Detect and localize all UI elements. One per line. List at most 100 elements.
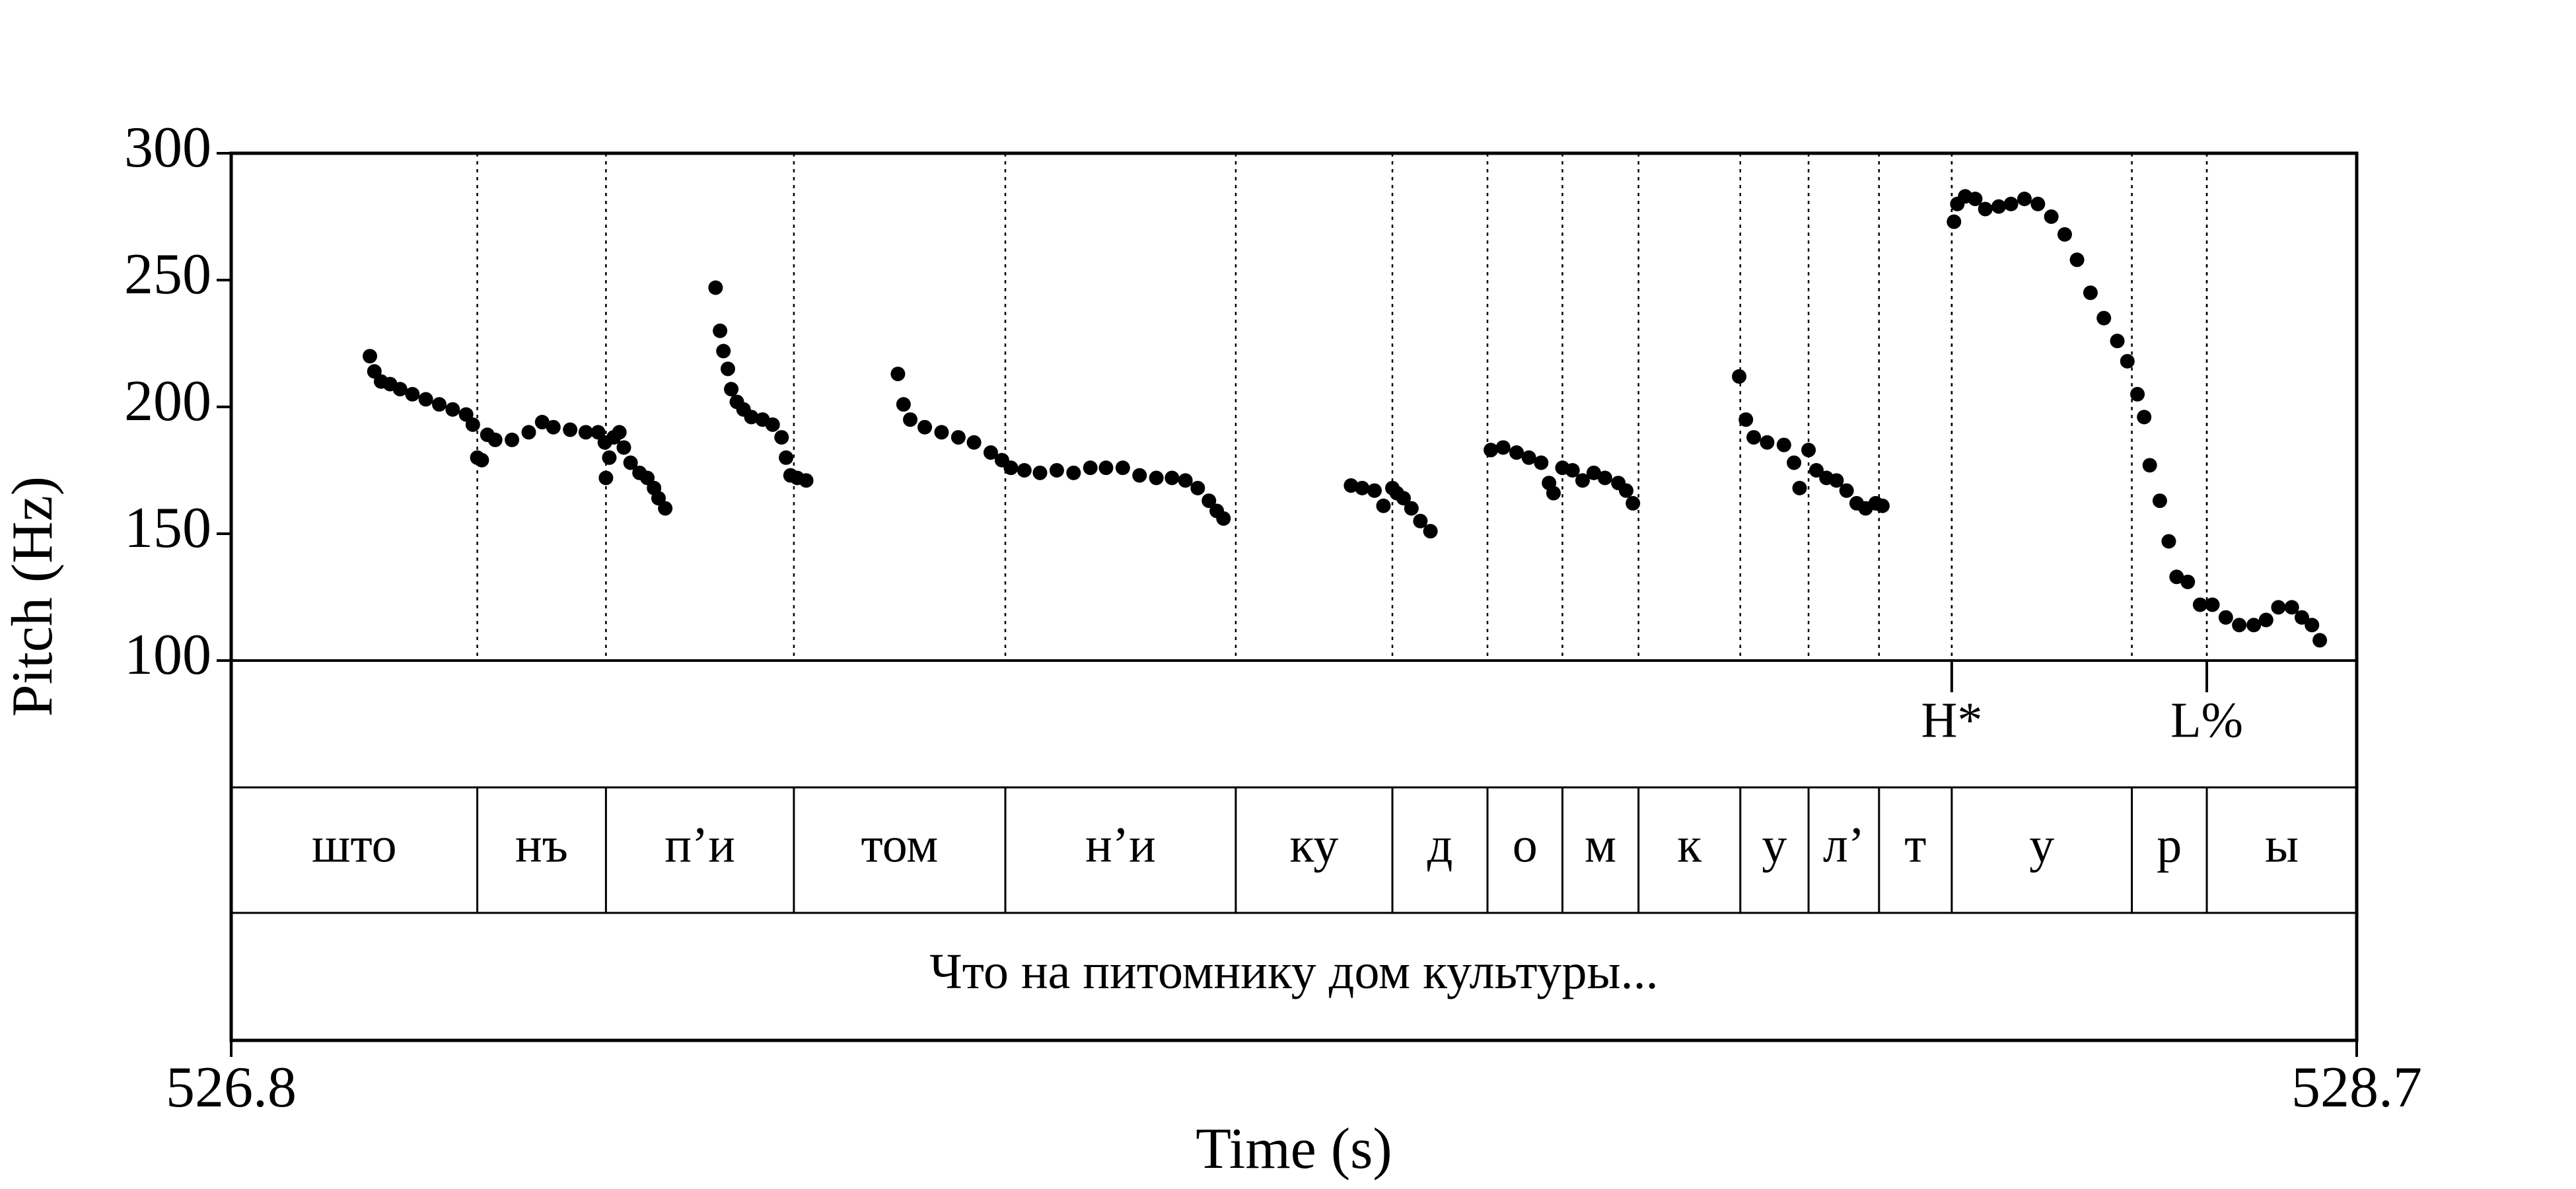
pitch-point bbox=[1376, 498, 1391, 513]
pitch-point bbox=[950, 430, 966, 445]
pitch-point bbox=[1991, 199, 2007, 214]
pitch-point bbox=[1829, 473, 1844, 488]
plot-frame bbox=[229, 151, 2359, 1042]
pitch-point bbox=[418, 392, 433, 407]
pitch-point bbox=[2161, 534, 2176, 549]
segment-label: л’ bbox=[1823, 817, 1865, 873]
pitch-point bbox=[505, 432, 520, 447]
y-tick-label: 200 bbox=[124, 369, 211, 433]
pitch-point bbox=[563, 422, 578, 437]
pitch-point bbox=[1875, 498, 1890, 513]
pitch-point bbox=[2271, 600, 2286, 615]
pitch-point bbox=[1565, 463, 1580, 478]
pitch-point bbox=[1423, 524, 1438, 539]
pitch-point bbox=[1149, 470, 1164, 486]
pitch-point bbox=[487, 432, 503, 447]
pitch-point bbox=[1808, 463, 1824, 478]
pitch-point bbox=[1968, 192, 1983, 207]
pitch-point bbox=[2083, 285, 2098, 301]
pitch-point bbox=[1776, 437, 1791, 452]
pitch-point bbox=[1164, 470, 1180, 486]
pitch-point bbox=[1484, 443, 1499, 458]
pitch-point bbox=[1521, 450, 1536, 465]
pitch-point bbox=[392, 382, 408, 397]
pitch-point bbox=[1066, 465, 1081, 480]
pitch-point bbox=[2284, 600, 2299, 615]
pitch-point bbox=[2192, 597, 2207, 612]
pitch-point bbox=[2169, 569, 2184, 585]
segment-label: у bbox=[2029, 817, 2054, 873]
pitch-point bbox=[1032, 465, 1048, 480]
pitch-point bbox=[1413, 513, 1428, 528]
pitch-point bbox=[534, 415, 550, 430]
pitch-point bbox=[1396, 491, 1411, 506]
pitch-point bbox=[1495, 440, 1511, 455]
pitch-point bbox=[1746, 430, 1762, 445]
pitch-point bbox=[1083, 460, 1098, 476]
pitch-point bbox=[1509, 445, 1524, 460]
pitch-point bbox=[2057, 227, 2072, 242]
pitch-point bbox=[1792, 480, 1807, 495]
segment-label: о bbox=[1513, 817, 1538, 873]
pitch-point bbox=[1626, 495, 1641, 511]
pitch-point bbox=[2069, 252, 2085, 268]
pitch-point bbox=[1049, 463, 1064, 478]
pitch-point bbox=[432, 397, 447, 412]
pitch-point bbox=[934, 425, 949, 440]
pitch-point bbox=[578, 425, 593, 440]
pitch-point bbox=[546, 419, 561, 435]
pitch-point bbox=[474, 452, 489, 468]
pitch-point bbox=[1619, 483, 1634, 498]
segment-label: д bbox=[1427, 817, 1453, 873]
x-axis-label: Time (s) bbox=[1196, 1117, 1392, 1181]
pitch-point bbox=[1839, 483, 1854, 498]
pitch-point bbox=[2232, 618, 2247, 633]
segment-label: у bbox=[1762, 817, 1787, 873]
y-axis-label: Pitch (Hz) bbox=[1, 476, 65, 717]
pitch-point bbox=[1404, 501, 1419, 516]
tone-label: L% bbox=[2170, 692, 2243, 748]
pitch-point bbox=[2017, 192, 2032, 207]
pitch-point bbox=[2030, 196, 2046, 211]
pitch-point bbox=[1586, 465, 1601, 480]
segment-label: ку bbox=[1290, 817, 1339, 873]
pitch-point bbox=[774, 430, 789, 445]
pitch-point bbox=[363, 349, 378, 364]
pitch-point bbox=[2130, 386, 2145, 402]
pitch-point bbox=[1201, 493, 1217, 509]
pitch-point bbox=[598, 470, 614, 486]
pitch-point bbox=[612, 425, 627, 440]
pitch-point bbox=[1738, 412, 1754, 427]
y-tick-label: 150 bbox=[124, 496, 211, 560]
pitch-point bbox=[1115, 460, 1130, 476]
pitch-point bbox=[2218, 610, 2233, 625]
pitch-point bbox=[616, 440, 631, 455]
pitch-point bbox=[1017, 463, 1032, 478]
pitch-point bbox=[2205, 597, 2220, 612]
utterance-text: Что на питомнику дом культуры... bbox=[929, 944, 1658, 999]
pitch-point bbox=[1216, 511, 1231, 526]
pitch-point bbox=[2180, 574, 2196, 589]
pitch-point bbox=[713, 323, 728, 338]
x-tick-label: 528.7 bbox=[2291, 1056, 2422, 1120]
pitch-point bbox=[521, 425, 536, 440]
pitch-point bbox=[2246, 618, 2262, 633]
y-tick-label: 300 bbox=[124, 116, 211, 180]
y-tick-label: 100 bbox=[124, 623, 211, 687]
pitch-point bbox=[1534, 455, 1549, 470]
segment-label: п’и bbox=[664, 817, 735, 873]
segment-label: н’и bbox=[1085, 817, 1156, 873]
pitch-point bbox=[896, 397, 911, 412]
pitch-point bbox=[445, 402, 460, 417]
pitch-point bbox=[2110, 334, 2125, 349]
pitch-point bbox=[966, 435, 982, 450]
pitch-point bbox=[720, 361, 735, 377]
y-tick-label: 250 bbox=[124, 242, 211, 306]
pitch-point bbox=[1546, 486, 1561, 501]
pitch-point bbox=[2295, 610, 2310, 625]
pitch-point bbox=[1098, 460, 1114, 476]
pitch-point bbox=[2096, 310, 2112, 326]
pitch-point bbox=[917, 419, 933, 435]
pitch-point bbox=[2137, 410, 2152, 425]
